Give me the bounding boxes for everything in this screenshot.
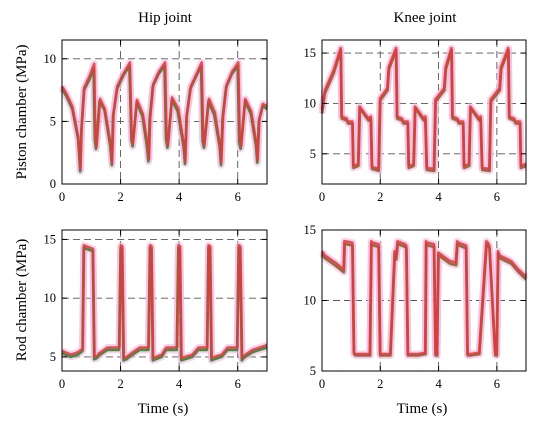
ytick-label-10: 10 — [304, 294, 317, 308]
xlabel-hip: Time (s) — [138, 401, 189, 417]
panel-1: 0 2 4 6 5 10 15 — [304, 39, 528, 204]
xtick-label-0: 0 — [319, 190, 325, 204]
ylabel-rod-chamber: Rod chamber (MPa) — [14, 239, 30, 361]
xtick-label-4: 4 — [435, 190, 442, 204]
series-line-3-1 — [320, 240, 527, 356]
xtick-label-4: 4 — [435, 377, 442, 391]
panel-frame-0 — [61, 39, 268, 185]
xtick-label-4: 4 — [176, 377, 183, 391]
xtick-label-2: 2 — [117, 377, 123, 391]
panel-frame-1 — [321, 39, 527, 185]
ytick-label-10: 10 — [44, 291, 57, 305]
series-line-1-1 — [320, 46, 527, 171]
ytick-label-5: 5 — [50, 350, 56, 364]
column-title-hip: Hip joint — [138, 10, 193, 26]
ytick-label-15: 15 — [304, 46, 317, 60]
xtick-label-6: 6 — [235, 377, 241, 391]
ytick-label-5: 5 — [310, 364, 316, 378]
ytick-label-0: 0 — [50, 177, 56, 191]
xlabel-knee: Time (s) — [397, 401, 448, 417]
xtick-label-0: 0 — [59, 190, 65, 204]
xtick-label-2: 2 — [377, 377, 383, 391]
ytick-label-10: 10 — [304, 96, 317, 110]
xtick-label-6: 6 — [494, 377, 500, 391]
ytick-label-15: 15 — [44, 232, 57, 246]
ytick-label-5: 5 — [310, 147, 316, 161]
ytick-label-15: 15 — [304, 223, 317, 237]
ylabel-piston-chamber: Piston chamber (MPa) — [14, 45, 30, 180]
xtick-label-2: 2 — [377, 190, 383, 204]
xtick-label-0: 0 — [319, 377, 325, 391]
column-title-knee: Knee joint — [394, 10, 458, 26]
panel-3: 0 2 4 6 5 10 15 — [304, 223, 529, 391]
xtick-label-6: 6 — [235, 190, 241, 204]
series-line-2-0 — [61, 246, 268, 362]
xtick-label-4: 4 — [176, 190, 183, 204]
ytick-label-5: 5 — [50, 114, 56, 128]
xtick-label-0: 0 — [59, 377, 65, 391]
panel-0: 0 2 4 6 0 5 10 — [44, 39, 269, 204]
xtick-label-6: 6 — [494, 190, 500, 204]
ytick-label-10: 10 — [44, 52, 57, 66]
series-line-2-1 — [61, 244, 268, 360]
panel-frame-2 — [61, 229, 268, 372]
series-line-0-1 — [60, 61, 268, 171]
xtick-label-2: 2 — [117, 190, 123, 204]
panel-2: 0 2 4 6 5 10 15 — [44, 229, 269, 391]
